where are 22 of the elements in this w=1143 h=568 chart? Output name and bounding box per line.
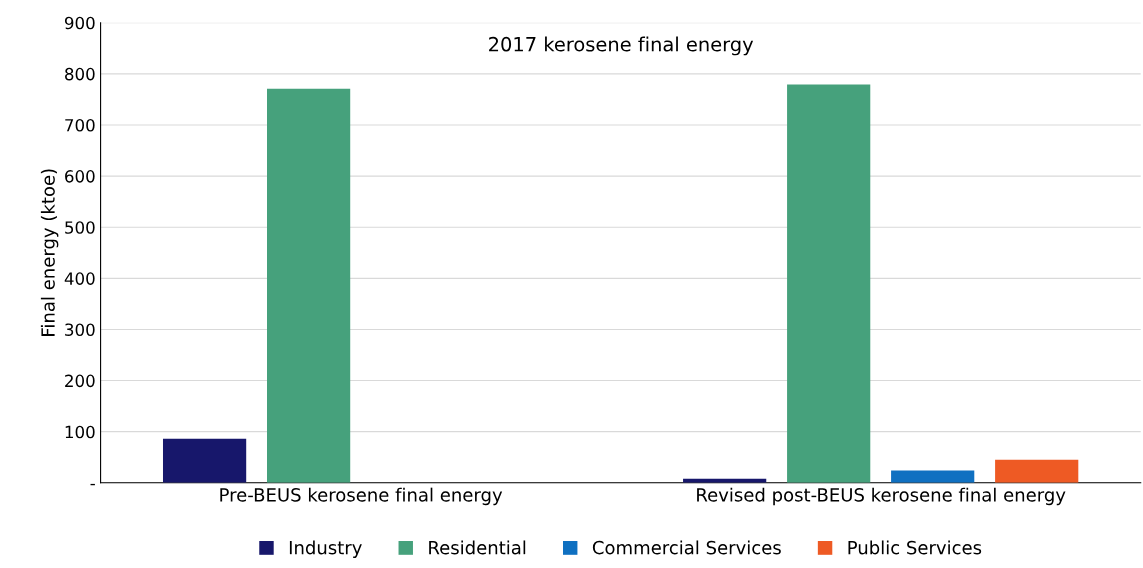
y-tick-label: 400 (64, 272, 95, 285)
x-tick-label: Pre-BEUS kerosene final energy (220, 487, 503, 506)
y-tick-label: 200 (65, 374, 95, 388)
legend-label: Residential (429, 540, 526, 555)
bar (787, 84, 871, 483)
y-tick-label: 900 (64, 16, 95, 30)
legend-label: Public Services (848, 540, 982, 555)
legend-label: Commercial Services (592, 540, 781, 555)
bar (162, 438, 247, 483)
bar (995, 459, 1079, 483)
y-tick-label: 800 (65, 67, 95, 81)
legend-label: Industry (289, 540, 362, 558)
y-axis-title: Final energy (ktoe) (40, 169, 59, 336)
y-tick-label: 700 (65, 118, 95, 132)
x-tick-label: Revised post-BEUS kerosene final energy (697, 487, 1066, 506)
y-tick-label: 300 (65, 323, 95, 337)
y-tick-label: 100 (65, 425, 95, 439)
text: 2017 kerosene final energy (489, 36, 754, 56)
y-tick-label: 600 (65, 170, 95, 183)
y-tick-label: 500 (65, 221, 95, 234)
y-tick-label: - (90, 483, 95, 486)
bar (267, 88, 351, 483)
